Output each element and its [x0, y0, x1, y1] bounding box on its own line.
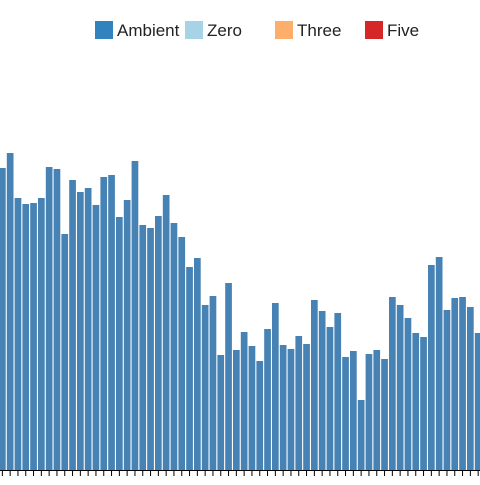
- bar-15: [116, 217, 123, 470]
- bar-1: [6, 153, 14, 470]
- bar-59: [459, 297, 466, 470]
- bar-50: [389, 297, 396, 470]
- bar-58: [451, 298, 459, 470]
- bar-53: [412, 333, 420, 470]
- legend-item-zero[interactable]: Zero: [185, 21, 242, 40]
- legend-item-five[interactable]: Five: [365, 21, 419, 40]
- bar-30: [233, 350, 240, 470]
- bar-5: [38, 198, 45, 470]
- bar-48: [373, 350, 381, 470]
- bar-47: [365, 354, 373, 470]
- legend-item-three[interactable]: Three: [275, 21, 341, 40]
- legend-swatch-three: [275, 21, 293, 39]
- legend-label-ambient: Ambient: [117, 21, 180, 40]
- bar-4: [30, 203, 37, 470]
- bar-36: [279, 345, 287, 470]
- bar-18: [139, 225, 147, 470]
- bar-49: [381, 359, 388, 470]
- bar-32: [248, 346, 256, 470]
- bar-42: [326, 327, 334, 470]
- bar-56: [435, 257, 443, 470]
- bar-16: [123, 200, 131, 470]
- bar-43: [334, 313, 342, 470]
- legend-item-ambient[interactable]: Ambient: [95, 21, 180, 40]
- bar-33: [256, 361, 264, 470]
- bar-31: [240, 332, 248, 470]
- bar-40: [311, 300, 318, 470]
- bar-26: [201, 305, 209, 470]
- bar-2: [14, 198, 22, 470]
- bar-14: [108, 175, 115, 470]
- bar-20: [155, 216, 162, 470]
- bar-21: [162, 195, 170, 470]
- bar-51: [396, 305, 404, 470]
- bar-10: [77, 192, 84, 470]
- bar-12: [92, 205, 100, 470]
- legend-swatch-five: [365, 21, 383, 39]
- bar-17: [131, 161, 139, 470]
- bar-13: [100, 177, 108, 470]
- bar-54: [420, 337, 427, 470]
- bar-24: [186, 267, 193, 470]
- bar-37: [287, 349, 295, 470]
- bar-52: [404, 318, 412, 470]
- bar-34: [264, 329, 271, 470]
- bar-28: [217, 355, 225, 470]
- legend-label-five: Five: [387, 21, 419, 40]
- legend-label-zero: Zero: [207, 21, 242, 40]
- bar-22: [170, 223, 178, 470]
- bar-8: [61, 234, 69, 470]
- legend: Ambient Zero Three Five: [95, 21, 419, 40]
- bar-46: [357, 400, 365, 470]
- bar-11: [84, 188, 92, 470]
- bar-0: [0, 168, 6, 470]
- bar-7: [53, 169, 61, 470]
- x-axis: [0, 470, 480, 476]
- bar-55: [428, 265, 435, 470]
- bar-19: [147, 228, 154, 470]
- bar-3: [22, 204, 30, 470]
- legend-label-three: Three: [297, 21, 341, 40]
- bar-35: [272, 303, 279, 470]
- bar-44: [342, 357, 349, 470]
- bar-57: [443, 310, 451, 470]
- bar-25: [194, 258, 201, 470]
- bar-27: [209, 296, 217, 470]
- bar-23: [178, 237, 186, 470]
- bar-38: [295, 336, 303, 470]
- bar-39: [303, 344, 310, 470]
- bar-9: [69, 180, 76, 470]
- bar-45: [350, 351, 357, 470]
- bar-61: [474, 333, 480, 470]
- legend-swatch-ambient: [95, 21, 113, 39]
- bar-60: [467, 307, 474, 470]
- bar-41: [318, 311, 326, 470]
- bars-layer: [0, 153, 480, 470]
- bar-29: [225, 283, 232, 470]
- legend-swatch-zero: [185, 21, 203, 39]
- bar-6: [45, 167, 53, 470]
